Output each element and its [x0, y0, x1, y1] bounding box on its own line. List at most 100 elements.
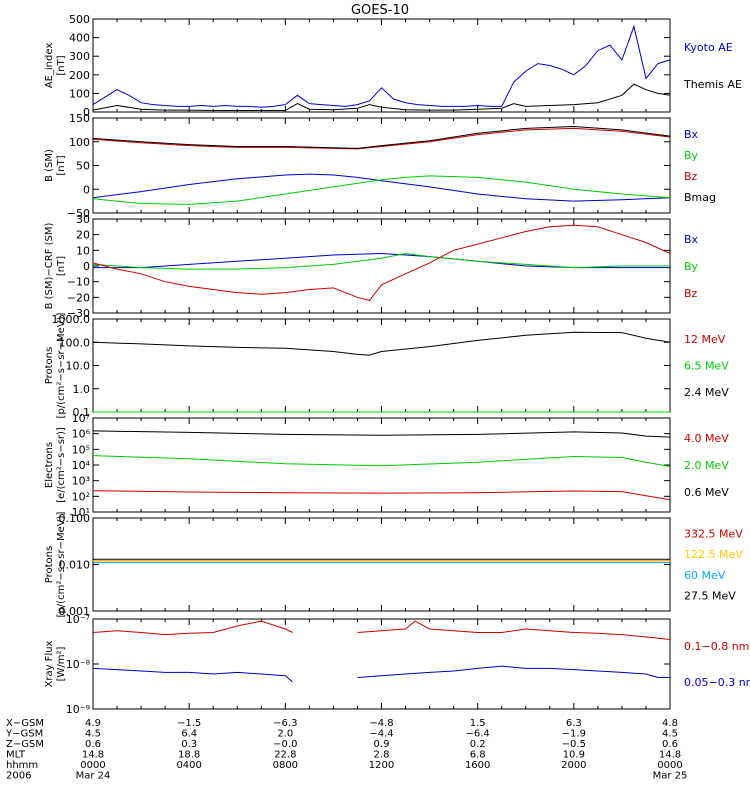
- legend-entry: Bz: [684, 170, 698, 183]
- ephemeris-value: −0.5: [562, 739, 586, 750]
- ephemeris-value: 10.9: [563, 750, 585, 761]
- y-tick-label: 0.010: [59, 559, 91, 572]
- y-axis-label: [e/(cm²−s−sr)]: [56, 427, 67, 503]
- legend-entry: 27.5 MeV: [684, 590, 736, 603]
- y-tick-label: −30: [67, 307, 90, 320]
- y-tick-label: 150: [69, 112, 90, 125]
- y-tick-label: 400: [69, 32, 90, 45]
- y-tick-label: 10⁵: [72, 443, 90, 456]
- y-tick-label: 10⁻⁸: [66, 658, 91, 671]
- panel-3: −30 −20 −10 0 10 20 30 B (SM)−CRF (SM) [nT] Bx By B…: [44, 213, 699, 320]
- ephemeris-value: 0800: [273, 760, 298, 771]
- ephemeris-value: −4.4: [369, 729, 393, 740]
- legend-entry: Bmag: [684, 191, 716, 204]
- panel-2: −50 0 50 100 150 B (SM) [nT] Bx By Bz Bmag: [44, 112, 716, 220]
- legend-entry: 122.5 MeV: [684, 548, 743, 561]
- y-tick-label: 100: [69, 136, 90, 149]
- ephemeris-value: 1.5: [470, 718, 486, 729]
- y-axis-label: Protons: [44, 347, 55, 384]
- series-line: [92, 173, 671, 202]
- series-line: [92, 127, 671, 150]
- ephemeris-value: 1600: [465, 760, 490, 771]
- legend-entry: 12 MeV: [684, 333, 726, 346]
- legend-entry: 0.1−0.8 nm: [684, 640, 749, 653]
- legend-entry: 6.5 MeV: [684, 360, 729, 373]
- ephemeris-value: 6.4: [181, 729, 197, 740]
- ephemeris-value: −4.8: [369, 718, 393, 729]
- ephemeris-value: 4.9: [85, 718, 101, 729]
- ephemeris-value: 0000: [657, 760, 682, 771]
- y-tick-label: 10⁻⁹: [66, 703, 90, 716]
- y-tick-label: 10⁷: [72, 412, 90, 425]
- ephemeris-value: −6.3: [273, 718, 297, 729]
- series-line: [92, 24, 671, 108]
- y-tick-label: 20: [76, 229, 90, 242]
- series-line: [92, 665, 670, 683]
- y-axis-label: [nT]: [56, 155, 67, 175]
- series-line: [92, 620, 671, 640]
- ephemeris-value: −0.0: [273, 739, 297, 750]
- series-line: [92, 175, 671, 205]
- ephemeris-value: −6.4: [466, 729, 490, 740]
- y-tick-label: 0.1: [73, 406, 91, 419]
- ephemeris-value: 6.3: [566, 718, 582, 729]
- series-line: [92, 252, 670, 270]
- ephemeris-value: 4.5: [85, 729, 101, 740]
- ephemeris-value: 0.9: [374, 739, 390, 750]
- y-tick-label: 0: [83, 183, 90, 196]
- y-axis-label: Electrons: [44, 442, 55, 488]
- panel-frame: [92, 117, 671, 214]
- series-line: [92, 490, 671, 501]
- ephemeris-value: 22.8: [274, 750, 296, 761]
- y-tick-label: 10⁶: [72, 428, 91, 441]
- y-tick-label: −50: [67, 207, 90, 220]
- ephemeris-value: −1.9: [562, 729, 586, 740]
- legend-entry: Bz: [684, 287, 698, 300]
- ephemeris-value: 0.2: [470, 739, 486, 750]
- panel-frame: [92, 517, 671, 612]
- ephemeris-row-label: hhmm: [6, 760, 38, 771]
- y-tick-label: 10⁴: [72, 459, 91, 472]
- series-line: [92, 430, 671, 438]
- legend-entry: By: [684, 260, 699, 273]
- ephemeris-value: 4.5: [662, 729, 678, 740]
- ephemeris-value: 2.8: [374, 750, 390, 761]
- y-tick-label: 0.100: [59, 512, 91, 525]
- panel-7: 10⁻⁹ 10⁻⁸ 10⁻⁷ Xray Flux [W/m²] 0.1−0.8 nm 0.0…: [44, 613, 750, 716]
- ephemeris-row-label: 2006: [6, 771, 31, 782]
- legend-entry: 4.0 MeV: [684, 432, 729, 445]
- ephemeris-value: 14.8: [659, 750, 681, 761]
- y-tick-label: 10¹: [72, 506, 90, 519]
- panel-6: 0.001 0.010 0.100 Protons [p/(cm²−s−sr−MeV)]…: [44, 511, 743, 618]
- y-axis-label: [p/(cm²−s−sr−MeV)]: [56, 312, 67, 418]
- y-tick-label: 10⁻⁷: [66, 613, 90, 626]
- y-tick-label: 1000.0: [52, 313, 91, 326]
- ephemeris-value: Mar 25: [653, 771, 688, 782]
- series-line: [92, 331, 671, 356]
- plot-title: GOES-10: [351, 3, 409, 18]
- y-axis-label: [W/m²]: [56, 646, 67, 681]
- legend-entry: By: [684, 149, 699, 162]
- ephemeris-value: 18.8: [178, 750, 200, 761]
- ephemeris-row-label: Y−GSM: [5, 729, 43, 740]
- series-line: [92, 83, 671, 111]
- ephemeris-row-label: Z−GSM: [6, 739, 44, 750]
- y-tick-label: −20: [67, 291, 90, 304]
- panel-frame: [92, 318, 671, 413]
- y-axis-label: B (SM): [44, 149, 55, 182]
- ephemeris-value: 0400: [176, 760, 201, 771]
- y-axis-label: B (SM)−CRF (SM): [44, 222, 55, 309]
- y-tick-label: 0.001: [59, 605, 91, 618]
- y-axis-label: [p/(cm²−s−sr−MeV)]: [56, 511, 67, 617]
- y-tick-label: 10.0: [66, 360, 91, 373]
- y-tick-label: 200: [69, 69, 90, 82]
- y-tick-label: 1.0: [73, 383, 91, 396]
- ephemeris-row-label: MLT: [6, 750, 26, 761]
- ephemeris-row-label: X−GSM: [6, 718, 44, 729]
- y-tick-label: 10³: [72, 475, 90, 488]
- ephemeris-value: 0.3: [181, 739, 197, 750]
- ephemeris-value: 2.0: [277, 729, 293, 740]
- y-tick-label: 0: [83, 260, 90, 273]
